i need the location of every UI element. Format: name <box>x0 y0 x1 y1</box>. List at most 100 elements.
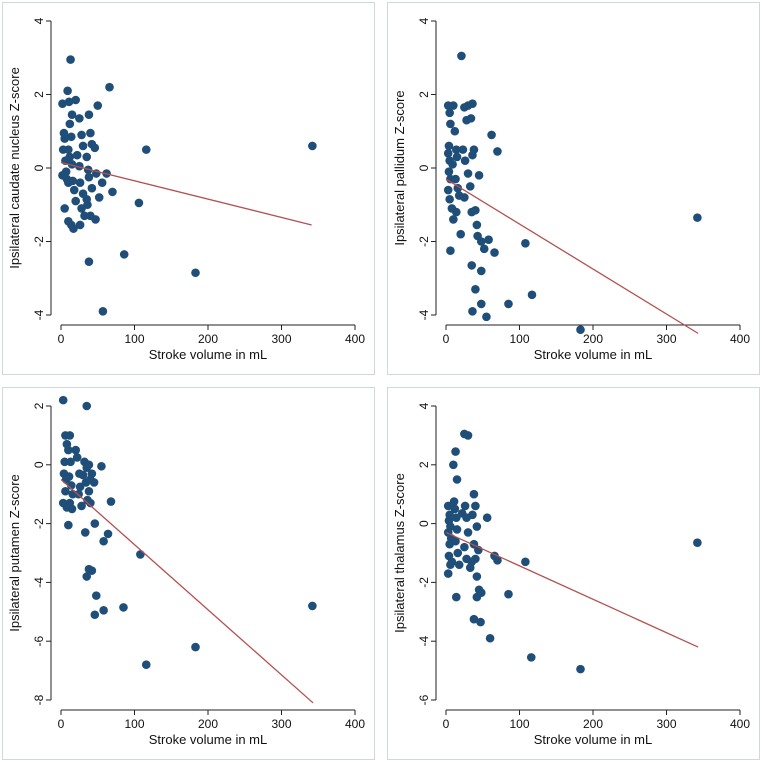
data-point <box>443 185 453 195</box>
data-point <box>469 489 479 499</box>
y-tick-label: -4 <box>32 577 46 588</box>
data-point <box>472 572 482 581</box>
data-point <box>65 152 75 162</box>
x-tick-label: 400 <box>345 717 365 731</box>
y-tick-label: -4 <box>417 309 431 320</box>
data-point <box>191 268 200 278</box>
data-point <box>457 51 466 61</box>
data-point <box>89 478 99 487</box>
data-point <box>469 614 479 624</box>
data-point <box>83 200 92 210</box>
data-point <box>468 150 477 160</box>
data-point <box>98 307 108 316</box>
panel-caudate-nucleus: -4 -2 0 2 4 0 100 200 300 400 Stroke volume in mL I… <box>2 2 375 375</box>
x-tick-label: 300 <box>656 332 676 346</box>
data-point <box>71 95 80 105</box>
data-point <box>63 86 72 96</box>
data-point <box>452 525 462 534</box>
data-point <box>90 610 100 620</box>
data-point <box>476 299 486 309</box>
data-point <box>445 108 454 118</box>
y-tick-label: 4 <box>417 17 431 24</box>
y-tick-label: -2 <box>32 518 46 529</box>
data-point <box>87 183 97 193</box>
x-axis-title: Stroke volume in mL <box>534 732 653 747</box>
data-point <box>454 560 464 570</box>
y-tick-label: -8 <box>32 694 46 705</box>
data-point <box>460 501 470 511</box>
data-point <box>72 150 82 160</box>
chart-caudate-nucleus: -4 -2 0 2 4 0 100 200 300 400 Stroke volume in mL I… <box>7 17 365 362</box>
data-point <box>64 520 73 530</box>
data-point <box>446 119 455 129</box>
data-point <box>67 110 77 120</box>
x-tick-label: 300 <box>271 717 291 731</box>
y-tick-label: 2 <box>32 402 46 409</box>
data-point <box>468 307 477 316</box>
data-point <box>482 312 491 322</box>
y-tick-label: -6 <box>32 636 46 647</box>
data-point <box>444 167 454 176</box>
data-point <box>468 510 477 520</box>
data-point <box>84 460 94 470</box>
data-point <box>119 250 129 259</box>
data-point <box>134 198 144 208</box>
data-point <box>58 395 68 405</box>
data-point <box>526 653 536 662</box>
y-tick-label: -2 <box>417 577 431 588</box>
data-point <box>449 215 458 224</box>
x-tick-label: 100 <box>124 332 144 346</box>
x-axis-title: Stroke volume in mL <box>534 347 653 362</box>
data-point <box>471 501 480 511</box>
data-point <box>527 290 537 300</box>
y-tick-label: 2 <box>32 91 46 98</box>
data-point <box>90 519 100 528</box>
data-point <box>99 606 108 615</box>
data-point <box>490 248 499 257</box>
x-tick-label: 200 <box>583 717 603 731</box>
data-point <box>460 193 469 202</box>
data-point <box>482 513 492 523</box>
data-point <box>71 196 80 206</box>
data-point <box>450 126 460 136</box>
data-point <box>103 529 113 539</box>
data-point <box>693 213 702 222</box>
x-axis-title: Stroke volume in mL <box>149 732 268 747</box>
data-point <box>66 55 75 64</box>
data-point <box>60 457 69 467</box>
data-point <box>445 194 454 204</box>
data-point <box>141 145 151 154</box>
x-tick-label: 0 <box>443 332 450 346</box>
data-point <box>460 156 470 165</box>
data-point <box>451 592 461 602</box>
data-point <box>75 114 84 123</box>
data-point <box>60 134 69 143</box>
data-point <box>64 145 73 154</box>
data-point <box>487 130 496 140</box>
x-tick-label: 0 <box>443 717 450 731</box>
data-point <box>69 224 78 233</box>
data-point <box>471 284 480 294</box>
y-axis-title: Ipsilateral putamen Z-score <box>7 474 22 632</box>
y-tick-label: 0 <box>417 520 431 527</box>
data-point <box>450 504 460 514</box>
data-point <box>93 101 103 110</box>
data-point <box>119 603 128 612</box>
data-point <box>67 504 77 514</box>
data-point <box>452 152 462 162</box>
y-tick-label: 4 <box>32 17 46 24</box>
x-tick-label: 400 <box>345 332 365 346</box>
data-point <box>80 211 89 221</box>
x-tick-label: 200 <box>198 717 218 731</box>
y-axis-title: Ipsilateral pallidum Z-score <box>392 90 407 245</box>
data-point <box>91 591 101 600</box>
data-point <box>64 445 73 455</box>
data-point <box>472 220 482 230</box>
x-tick-label: 200 <box>583 332 603 346</box>
data-point <box>468 99 477 108</box>
data-point <box>80 528 90 537</box>
data-point <box>444 141 454 151</box>
data-point <box>479 244 489 254</box>
y-axis-title: Ipsilateral caudate nucleus Z-score <box>7 67 22 269</box>
data-point <box>443 569 453 578</box>
